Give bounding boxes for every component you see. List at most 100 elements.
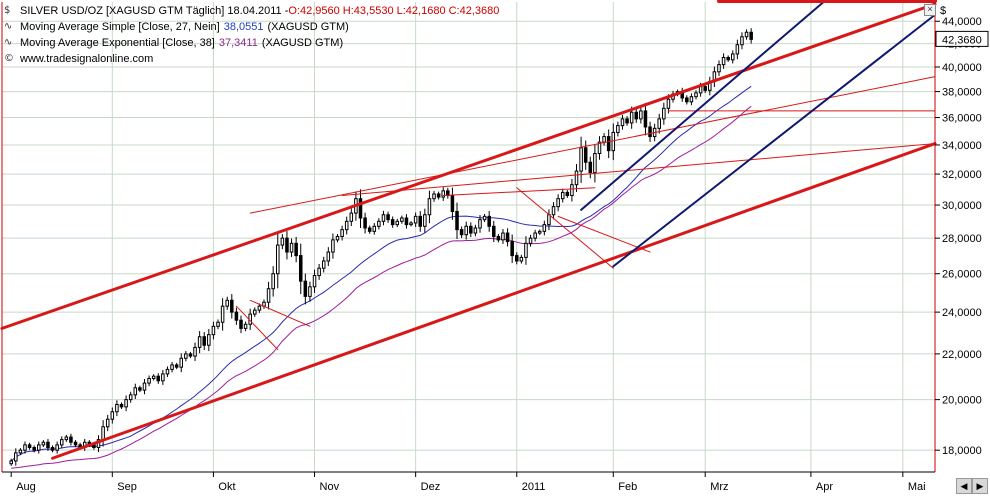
sma-line xyxy=(10,85,752,462)
candle-body xyxy=(648,126,652,138)
candle-body xyxy=(115,403,119,413)
candle-body xyxy=(308,286,312,297)
candle-body xyxy=(41,441,46,446)
candle-body xyxy=(643,110,648,128)
legend-ema-value: 37,3411 xyxy=(218,37,258,49)
legend-source: www.tradesignalonline.com xyxy=(20,53,154,65)
candle-body xyxy=(441,190,445,198)
candle-body xyxy=(639,110,643,120)
candle-body xyxy=(657,118,662,129)
candle-body xyxy=(285,237,289,253)
candle-body xyxy=(220,305,225,323)
candle-body xyxy=(666,98,671,109)
red-channel-line xyxy=(51,142,937,460)
candle-body xyxy=(216,321,220,327)
candle-body xyxy=(294,242,298,257)
candle-body xyxy=(289,242,294,253)
candle-body xyxy=(317,267,321,277)
candle-body xyxy=(105,418,110,428)
blue-trendline xyxy=(612,13,936,268)
candle-body xyxy=(335,235,340,241)
y-tick-label: 24,0000 xyxy=(942,307,982,319)
red-trendline xyxy=(442,187,596,197)
candle-body xyxy=(602,136,606,143)
candle-body xyxy=(156,375,161,382)
candle-body xyxy=(436,193,441,198)
candle-body xyxy=(556,198,560,208)
x-tick-label: Aug xyxy=(16,481,36,493)
candle-body xyxy=(496,235,501,241)
candle-body xyxy=(230,299,234,313)
y-tick-label: 30,0000 xyxy=(942,200,982,212)
x-tick-label: Apr xyxy=(816,481,833,493)
candle-body xyxy=(547,214,551,226)
candle-body xyxy=(119,403,124,408)
candle-body xyxy=(298,255,303,282)
legend-sma-value: 38,0551 xyxy=(223,21,264,33)
candle-body xyxy=(331,239,335,253)
candle-body xyxy=(597,141,602,155)
candle-body xyxy=(271,273,275,290)
close-icon[interactable]: × xyxy=(924,4,936,16)
red-trendline xyxy=(557,215,651,253)
candle-body xyxy=(634,111,639,120)
candle-body xyxy=(9,460,13,465)
candle-body xyxy=(73,441,78,446)
red-trendline xyxy=(249,299,311,327)
scroll-right-icon[interactable]: ▶ xyxy=(972,478,988,494)
candle-body xyxy=(37,444,41,451)
candle-body xyxy=(432,193,436,200)
candle-body xyxy=(662,107,666,120)
candle-body xyxy=(340,229,344,237)
candle-body xyxy=(27,444,32,449)
candle-body xyxy=(303,280,308,297)
y-tick-label: 20,0000 xyxy=(942,395,982,407)
candle-body xyxy=(487,215,491,227)
candle-body xyxy=(427,198,432,216)
candle-body xyxy=(616,125,620,133)
candle-body xyxy=(423,214,427,227)
candle-body xyxy=(46,441,50,449)
scroll-left-icon[interactable]: ◀ xyxy=(956,478,972,494)
candle-body xyxy=(18,449,23,454)
candle-body xyxy=(225,299,229,307)
red-trendline xyxy=(249,76,936,214)
legend-ema-prefix: Moving Average Exponential [Close, 38] xyxy=(20,37,215,49)
legend-sma-prefix: Moving Average Simple [Close, 27, Nein] xyxy=(20,21,220,33)
candle-body xyxy=(211,325,216,336)
candle-body xyxy=(280,237,285,246)
y-tick-label: 36,0000 xyxy=(942,113,982,125)
instrument-icon: $ xyxy=(4,5,11,16)
y-tick-label: 32,0000 xyxy=(942,169,982,181)
candle-body xyxy=(570,184,574,197)
candle-body xyxy=(579,147,583,172)
candle-body xyxy=(721,56,726,66)
x-tick-label: Okt xyxy=(218,481,235,493)
candle-body xyxy=(110,411,115,420)
candle-body xyxy=(50,447,55,451)
x-tick-label: Dez xyxy=(421,481,441,493)
x-tick-label: Nov xyxy=(320,481,340,493)
copyright-icon: © xyxy=(4,53,14,64)
y-tick-label: 38,0000 xyxy=(942,87,982,99)
candle-body xyxy=(533,232,537,239)
candle-body xyxy=(740,36,744,46)
close-price-label: 42,3680 xyxy=(942,34,982,46)
candle-body xyxy=(629,111,634,124)
candle-body xyxy=(744,31,749,38)
candle-body xyxy=(731,53,735,61)
legend-row-instrument: $ SILVER USD/OZ [XAGUSD GTM Täglich] 18.… xyxy=(4,3,499,19)
candle-body xyxy=(542,224,547,232)
candle-body xyxy=(367,227,372,232)
axis-currency: $ xyxy=(940,5,947,17)
candle-body xyxy=(253,309,257,315)
candle-body xyxy=(606,136,611,152)
candle-body xyxy=(133,387,138,396)
candle-body xyxy=(620,118,625,127)
y-tick-label: 28,0000 xyxy=(942,233,982,245)
candle-body xyxy=(574,170,579,186)
candle-body xyxy=(32,447,36,451)
candle-body xyxy=(409,222,413,226)
candle-body xyxy=(349,212,354,222)
